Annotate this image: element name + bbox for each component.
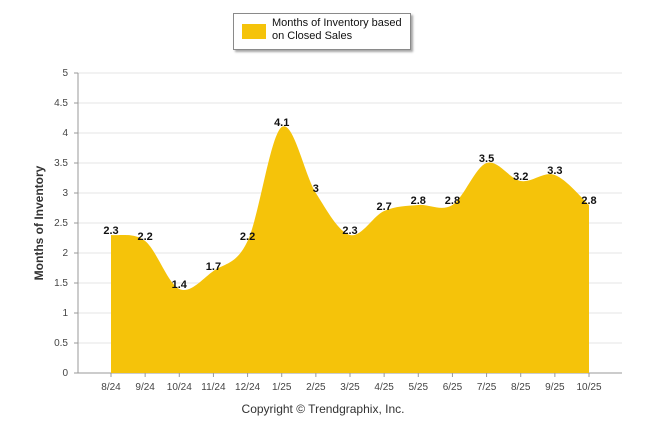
data-label: 2.8: [581, 195, 596, 207]
y-tick-label: 1: [62, 308, 68, 319]
y-tick-label: 0.5: [54, 338, 68, 349]
data-label: 1.4: [172, 279, 188, 291]
data-label: 4.1: [274, 117, 289, 129]
x-tick-label: 4/25: [374, 382, 394, 393]
data-labels: 2.3 2.2 1.4 1.7 2.2 4.1 3 2.3 2.7 2.8 2.8 3.5 3.2 3.3…: [103, 117, 596, 291]
area-fill[interactable]: [111, 126, 589, 374]
y-tick-label: 2.5: [54, 218, 68, 229]
legend-label-line1: Months of Inventory based: [272, 17, 402, 29]
x-tick-label: 1/25: [272, 382, 292, 393]
x-tick-label: 5/25: [409, 382, 429, 393]
legend-swatch: [242, 24, 266, 39]
x-tick-label: 8/24: [101, 382, 121, 393]
data-label: 3.2: [513, 171, 528, 183]
data-label: 2.2: [240, 231, 255, 243]
x-tick-label: 6/25: [443, 382, 463, 393]
y-tick-label: 4.5: [54, 98, 68, 109]
data-label: 2.3: [103, 225, 118, 237]
x-tick-label: 12/24: [235, 382, 260, 393]
y-tick-label: 4: [62, 128, 68, 139]
data-label: 2.8: [411, 195, 426, 207]
legend-label-line2: on Closed Sales: [272, 30, 353, 42]
data-label: 1.7: [206, 261, 221, 273]
x-tick-label: 2/25: [306, 382, 326, 393]
area-series: [111, 126, 589, 374]
data-label: 2.2: [137, 231, 152, 243]
x-tick-label: 9/25: [545, 382, 565, 393]
x-tick-label: 7/25: [477, 382, 497, 393]
y-tick-label: 0: [62, 368, 68, 379]
data-label: 3.3: [547, 165, 562, 177]
data-label: 2.8: [445, 195, 460, 207]
data-label: 3: [313, 183, 319, 195]
axes: 0 0.5 1 1.5 2 2.5 3 3.5 4 4.5 5 8/24 9/24 10/24 11/24 1…: [54, 68, 602, 393]
x-tick-label: 10/25: [576, 382, 601, 393]
data-label: 3.5: [479, 153, 494, 165]
y-axis-label: Months of Inventory: [32, 165, 46, 281]
y-tick-label: 5: [62, 68, 68, 79]
y-tick-label: 3.5: [54, 158, 68, 169]
data-label: 2.7: [376, 201, 391, 213]
data-label: 2.3: [342, 225, 357, 237]
legend-label: Months of Inventory based on Closed Sale…: [272, 17, 408, 43]
x-tick-label: 9/24: [135, 382, 155, 393]
y-tick-label: 2: [62, 248, 68, 259]
x-tick-label: 10/24: [167, 382, 192, 393]
y-tick-label: 3: [62, 188, 68, 199]
y-tick-label: 1.5: [54, 278, 68, 289]
x-tick-label: 11/24: [201, 382, 226, 393]
x-tick-label: 8/25: [511, 382, 531, 393]
copyright-text: Copyright © Trendgraphix, Inc.: [241, 402, 405, 416]
x-tick-label: 3/25: [340, 382, 360, 393]
legend[interactable]: Months of Inventory based on Closed Sale…: [233, 13, 411, 50]
